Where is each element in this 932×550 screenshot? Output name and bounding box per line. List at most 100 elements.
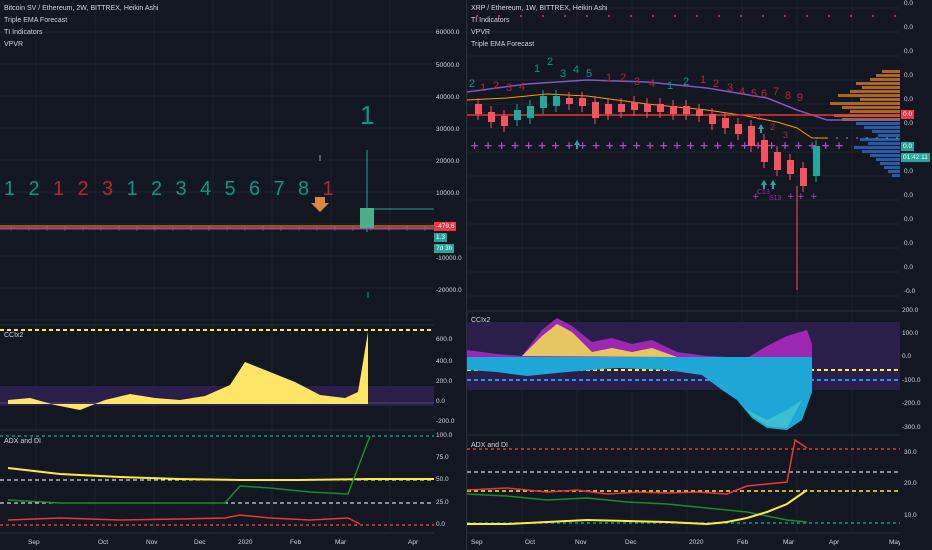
adx-tick: 10.0	[904, 512, 917, 519]
td-count: 2	[493, 80, 500, 92]
vpvr-bar	[862, 86, 900, 89]
left-indicator-tema[interactable]: Triple EMA Forecast	[4, 17, 68, 24]
dot-marker	[872, 15, 874, 17]
td-count: 5	[224, 178, 236, 200]
td-count: 2	[28, 178, 40, 200]
adx-tick: 75.0	[436, 454, 449, 461]
left-price-scale[interactable]: 60000.0 50000.0 40000.0 30000.0 20000.0 10000…	[434, 0, 466, 550]
plus-marker: +	[754, 139, 763, 152]
time-tick: Apr	[408, 539, 419, 546]
dot-marker	[866, 137, 868, 139]
candle-body	[709, 114, 716, 124]
vpvr-bar	[882, 70, 900, 73]
td-count: 6	[249, 178, 261, 200]
plus-marker: +	[484, 139, 493, 152]
vpvr-bar	[870, 154, 900, 157]
left-td-big-count: 1	[360, 100, 375, 130]
td-count: 1	[534, 63, 541, 75]
ccix2-cyan-area	[467, 357, 812, 430]
price-tick: 0.0	[904, 24, 914, 31]
td-count: 1	[667, 80, 674, 92]
candle-body	[605, 104, 612, 114]
up-arrow-icon	[761, 180, 767, 189]
left-indicator-vpvr[interactable]: VPVR	[4, 41, 24, 48]
plus-marker: +	[592, 139, 601, 152]
price-tick: -10000.0	[436, 255, 462, 262]
time-tick: Oct	[525, 539, 536, 546]
left-ccix2-label[interactable]: CCIx2	[4, 332, 24, 339]
vpvr-bar	[850, 110, 900, 113]
td-count: 4	[519, 81, 526, 93]
td-count: 4	[200, 178, 212, 200]
plus-marker: +	[524, 139, 533, 152]
vpvr-bar	[876, 158, 900, 161]
right-adx-label[interactable]: ADX and DI	[471, 442, 508, 449]
plus-marker: +	[224, 225, 230, 233]
right-indicator-vpvr[interactable]: VPVR	[471, 29, 491, 36]
right-indicator-tema[interactable]: Triple EMA Forecast	[471, 41, 535, 48]
candle-body	[644, 104, 651, 112]
candle-body	[488, 112, 495, 122]
vpvr-bar	[870, 78, 900, 81]
right-chart-panel[interactable]: + + + + + + + + + + + + + + + + + + + + + + + + + + + + + + + + XRP / E…	[467, 0, 900, 550]
ccix2-tick: -300.0	[902, 424, 921, 431]
dot-marker	[806, 15, 808, 17]
plus-marker: +	[632, 139, 641, 152]
plus-marker: +	[98, 225, 104, 233]
td-count: 1	[480, 82, 487, 94]
td-count: 1	[4, 178, 16, 200]
plus-marker: +	[170, 225, 176, 233]
candle-body	[592, 102, 599, 118]
plus-marker: +	[470, 139, 479, 152]
left-indicator-ti[interactable]: TI Indicators	[4, 29, 43, 36]
vpvr-bar	[868, 142, 900, 145]
candle-body	[566, 98, 573, 104]
plus-marker: +	[314, 225, 320, 233]
left-price-tag-current-2: -479.6	[434, 222, 457, 231]
plus-marker: +	[296, 225, 302, 233]
plus-marker: +	[700, 139, 709, 152]
right-chart-canvas[interactable]: + + + + + + + + + + + + + + + + + + + + + + + + + + + + + + + +	[467, 0, 900, 550]
dot-marker	[836, 137, 838, 139]
plus-marker: +	[278, 225, 284, 233]
td-count: 1	[757, 112, 763, 122]
up-arrow-icon	[574, 140, 580, 149]
right-ccix2-label[interactable]: CCIx2	[471, 317, 491, 324]
left-chart-panel[interactable]: + + + + + + + + + + + + + + + + + + + + + + + + Bitcoin SV / Et…	[0, 0, 434, 550]
dot-marker	[826, 137, 828, 139]
plus-marker: +	[794, 139, 803, 152]
ccix2-tick: 0.0	[902, 353, 912, 360]
time-tick: Dec	[625, 539, 637, 546]
right-price-scale[interactable]: 0.00.00.00.00.00.00.00.00.00.00.00.0-0.0…	[900, 0, 932, 550]
ccix2-tick: 0.0	[436, 398, 446, 405]
right-price-tag-green1: 0.0	[901, 142, 915, 151]
plus-marker: +	[260, 225, 266, 233]
candle-body	[579, 98, 586, 106]
td-count: 7	[773, 86, 780, 98]
td-count: 8	[785, 90, 792, 102]
dot-marker	[896, 137, 898, 139]
td-count: 2	[77, 178, 89, 200]
di-minus-line	[7, 514, 361, 525]
plus-marker: +	[350, 225, 356, 233]
down-arrow-icon	[311, 197, 329, 212]
ccix2-cyan-area-2	[707, 372, 802, 428]
left-price-tag-green1: 1.3	[434, 233, 448, 242]
di-minus-line	[467, 438, 808, 495]
left-adx-label[interactable]: ADX and DI	[4, 438, 41, 445]
left-chart-canvas[interactable]: + + + + + + + + + + + + + + + + + + + + + + + +	[0, 0, 434, 550]
dot-marker	[520, 15, 522, 17]
plus-marker: +	[206, 225, 212, 233]
vpvr-bar	[872, 130, 900, 133]
vpvr-bar	[876, 74, 900, 77]
td-count: 1	[126, 178, 138, 200]
plus-marker: +	[673, 139, 682, 152]
right-indicator-ti[interactable]: TI Indicators	[471, 17, 510, 24]
plus-marker: +	[787, 192, 795, 202]
td-count: 2	[547, 56, 554, 68]
candle-body	[540, 96, 547, 108]
vpvr-bar	[880, 162, 900, 165]
price-tick: 0.0	[904, 216, 914, 223]
price-tick: 0.0	[904, 0, 914, 7]
adx-tick: 20.0	[904, 480, 917, 487]
